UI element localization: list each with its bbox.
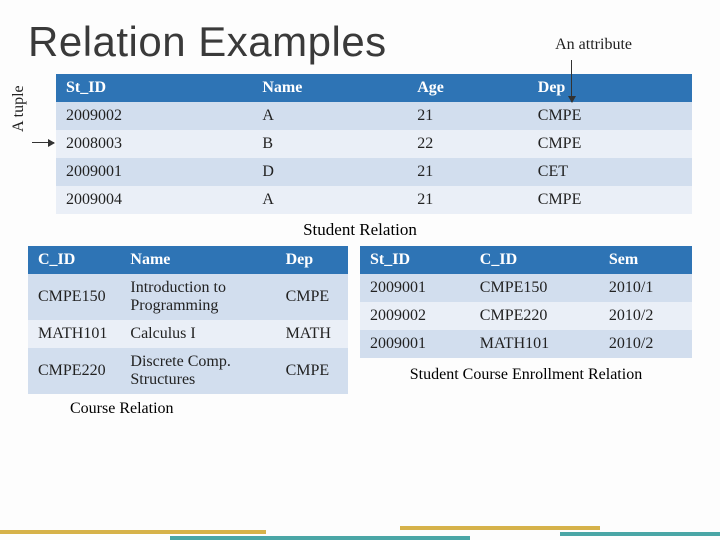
table-cell: 2009002	[360, 302, 470, 330]
enroll-table: St_IDC_IDSem2009001CMPE1502010/12009002C…	[360, 246, 692, 358]
table-cell: 2008003	[56, 130, 252, 158]
table-cell: 2010/1	[599, 274, 692, 302]
attribute-arrow	[571, 60, 572, 102]
table-row: 2009002A21CMPE	[56, 102, 692, 130]
tuple-annotation: A tuple	[10, 85, 28, 132]
table-header: C_ID	[470, 246, 599, 274]
table-row: CMPE220Discrete Comp. StructuresCMPE	[28, 348, 348, 394]
tuple-arrow	[32, 142, 54, 143]
table-cell: MATH101	[28, 320, 120, 348]
table-header: Age	[407, 74, 528, 102]
table-cell: 2009001	[360, 274, 470, 302]
table-cell: 21	[407, 102, 528, 130]
table-cell: MATH101	[470, 330, 599, 358]
student-table: St_IDNameAgeDep2009002A21CMPE2008003B22C…	[56, 74, 692, 214]
table-row: 2009001D21CET	[56, 158, 692, 186]
decorative-stripes	[0, 522, 720, 540]
table-cell: Calculus I	[120, 320, 275, 348]
table-cell: 2010/2	[599, 330, 692, 358]
table-cell: CMPE150	[28, 274, 120, 320]
table-cell: D	[252, 158, 407, 186]
table-cell: CMPE	[528, 102, 692, 130]
table-header: C_ID	[28, 246, 120, 274]
course-caption: Course Relation	[70, 400, 348, 418]
table-row: 2009001MATH1012010/2	[360, 330, 692, 358]
table-cell: CET	[528, 158, 692, 186]
table-cell: CMPE	[528, 186, 692, 214]
table-row: CMPE150Introduction to ProgrammingCMPE	[28, 274, 348, 320]
table-cell: A	[252, 102, 407, 130]
table-cell: MATH	[276, 320, 348, 348]
table-cell: 22	[407, 130, 528, 158]
table-header: Name	[120, 246, 275, 274]
table-cell: 2009004	[56, 186, 252, 214]
enroll-caption: Student Course Enrollment Relation	[360, 366, 692, 384]
table-row: MATH101Calculus IMATH	[28, 320, 348, 348]
table-cell: A	[252, 186, 407, 214]
table-cell: CMPE220	[470, 302, 599, 330]
student-caption: Student Relation	[28, 220, 692, 240]
table-cell: 2009001	[56, 158, 252, 186]
table-row: 2008003B22CMPE	[56, 130, 692, 158]
attribute-annotation: An attribute	[555, 36, 632, 54]
table-cell: CMPE150	[470, 274, 599, 302]
table-row: 2009004A21CMPE	[56, 186, 692, 214]
table-row: 2009001CMPE1502010/1	[360, 274, 692, 302]
table-cell: 21	[407, 186, 528, 214]
table-header: St_ID	[360, 246, 470, 274]
table-cell: 2010/2	[599, 302, 692, 330]
table-cell: 2009001	[360, 330, 470, 358]
table-header: Sem	[599, 246, 692, 274]
table-cell: CMPE	[276, 348, 348, 394]
table-header: Name	[252, 74, 407, 102]
table-cell: 21	[407, 158, 528, 186]
course-table: C_IDNameDepCMPE150Introduction to Progra…	[28, 246, 348, 394]
table-cell: 2009002	[56, 102, 252, 130]
table-header: Dep	[528, 74, 692, 102]
table-cell: Introduction to Programming	[120, 274, 275, 320]
table-cell: Discrete Comp. Structures	[120, 348, 275, 394]
table-header: St_ID	[56, 74, 252, 102]
table-cell: CMPE	[276, 274, 348, 320]
table-row: 2009002CMPE2202010/2	[360, 302, 692, 330]
table-cell: CMPE220	[28, 348, 120, 394]
table-cell: B	[252, 130, 407, 158]
table-header: Dep	[276, 246, 348, 274]
table-cell: CMPE	[528, 130, 692, 158]
